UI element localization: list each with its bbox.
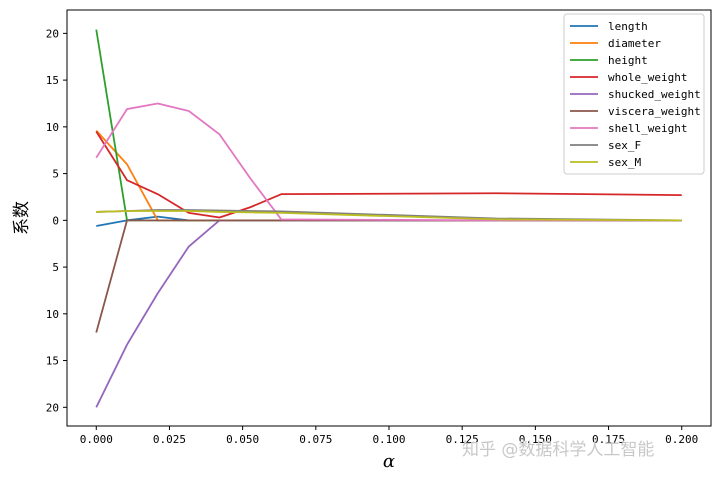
watermark-text: 知乎 @数据科学人工智能 bbox=[462, 440, 654, 460]
y-tick-label: 0 bbox=[52, 214, 59, 227]
legend-label-shucked_weight: shucked_weight bbox=[608, 88, 701, 101]
x-tick-label: 0.175 bbox=[592, 433, 625, 446]
x-axis-label: α bbox=[383, 451, 395, 472]
y-tick-label: 5 bbox=[52, 261, 59, 274]
y-axis-ticks: 20 15 10 5 0 5 10 15 20 bbox=[46, 27, 67, 414]
y-tick-label: 5 bbox=[52, 168, 59, 181]
legend-label-length: length bbox=[608, 20, 648, 33]
series-line-whole_weight bbox=[95, 131, 682, 219]
legend: length diameter height whole_weight shucked_… bbox=[563, 13, 705, 175]
x-tick-label: 0.025 bbox=[153, 433, 186, 446]
legend-label-shell_weight: shell_weight bbox=[608, 122, 687, 135]
legend-label-viscera_weight: viscera_weight bbox=[608, 105, 701, 118]
series-line-shell_weight bbox=[95, 102, 682, 222]
legend-box bbox=[563, 13, 705, 175]
x-tick-label: 0.150 bbox=[519, 433, 552, 446]
x-tick-label: 0.100 bbox=[372, 433, 405, 446]
legend-label-height: height bbox=[608, 54, 648, 67]
y-tick-label: 10 bbox=[46, 308, 59, 321]
x-tick-label: 0.200 bbox=[665, 433, 698, 446]
y-axis-label: 系数 bbox=[12, 201, 32, 235]
series-line-sex_M bbox=[96, 210, 682, 222]
x-tick-label: 0.000 bbox=[80, 433, 113, 446]
x-tick-label: 0.125 bbox=[446, 433, 479, 446]
legend-label-diameter: diameter bbox=[608, 37, 661, 50]
legend-label-sex_F: sex_F bbox=[608, 139, 641, 152]
y-tick-label: 15 bbox=[46, 74, 59, 87]
legend-label-whole_weight: whole_weight bbox=[608, 71, 687, 84]
legend-label-sex_M: sex_M bbox=[608, 156, 641, 169]
y-tick-label: 20 bbox=[46, 27, 59, 40]
y-tick-label: 20 bbox=[46, 401, 59, 414]
series-lines bbox=[95, 29, 682, 408]
y-tick-label: 15 bbox=[46, 355, 59, 368]
y-tick-label: 10 bbox=[46, 121, 59, 134]
x-tick-label: 0.075 bbox=[299, 433, 332, 446]
x-axis-ticks: 0.000 0.025 0.050 0.075 0.100 0.125 0.150 0.175… bbox=[80, 426, 698, 446]
x-tick-label: 0.050 bbox=[226, 433, 259, 446]
